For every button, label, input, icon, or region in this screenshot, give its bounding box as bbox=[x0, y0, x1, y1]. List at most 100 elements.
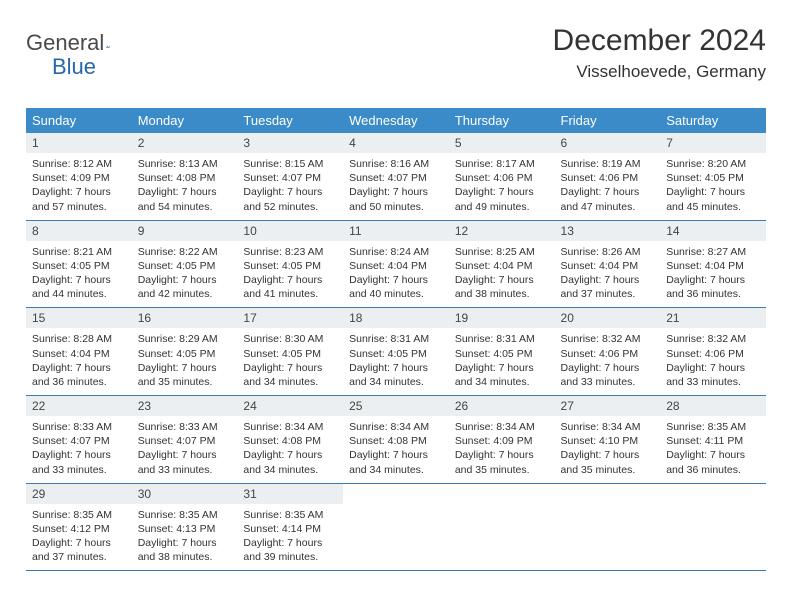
calendar-cell: 29Sunrise: 8:35 AMSunset: 4:12 PMDayligh… bbox=[26, 483, 132, 571]
daylight-text: Daylight: 7 hours and 49 minutes. bbox=[455, 185, 549, 213]
sunrise-text: Sunrise: 8:24 AM bbox=[349, 245, 443, 259]
daylight-text: Daylight: 7 hours and 35 minutes. bbox=[138, 361, 232, 389]
sunset-text: Sunset: 4:08 PM bbox=[243, 434, 337, 448]
sunset-text: Sunset: 4:07 PM bbox=[138, 434, 232, 448]
day-number: 13 bbox=[555, 221, 661, 241]
daylight-text: Daylight: 7 hours and 34 minutes. bbox=[349, 361, 443, 389]
calendar-cell: 31Sunrise: 8:35 AMSunset: 4:14 PMDayligh… bbox=[237, 483, 343, 571]
daylight-text: Daylight: 7 hours and 40 minutes. bbox=[349, 273, 443, 301]
sunrise-text: Sunrise: 8:23 AM bbox=[243, 245, 337, 259]
day-number: 12 bbox=[449, 221, 555, 241]
sunrise-text: Sunrise: 8:16 AM bbox=[349, 157, 443, 171]
calendar-table: Sunday Monday Tuesday Wednesday Thursday… bbox=[26, 108, 766, 571]
day-details: Sunrise: 8:35 AMSunset: 4:14 PMDaylight:… bbox=[237, 504, 343, 571]
sunset-text: Sunset: 4:05 PM bbox=[243, 347, 337, 361]
daylight-text: Daylight: 7 hours and 36 minutes. bbox=[666, 273, 760, 301]
title-block: December 2024 Visselhoevede, Germany bbox=[553, 24, 766, 82]
sunrise-text: Sunrise: 8:34 AM bbox=[455, 420, 549, 434]
day-details: Sunrise: 8:33 AMSunset: 4:07 PMDaylight:… bbox=[132, 416, 238, 483]
sunrise-text: Sunrise: 8:34 AM bbox=[243, 420, 337, 434]
sunrise-text: Sunrise: 8:25 AM bbox=[455, 245, 549, 259]
calendar-cell: 28Sunrise: 8:35 AMSunset: 4:11 PMDayligh… bbox=[660, 396, 766, 484]
sunrise-text: Sunrise: 8:19 AM bbox=[561, 157, 655, 171]
daylight-text: Daylight: 7 hours and 33 minutes. bbox=[561, 361, 655, 389]
day-number: 31 bbox=[237, 484, 343, 504]
day-number: 22 bbox=[26, 396, 132, 416]
sunset-text: Sunset: 4:04 PM bbox=[32, 347, 126, 361]
sunset-text: Sunset: 4:06 PM bbox=[561, 347, 655, 361]
sunrise-text: Sunrise: 8:30 AM bbox=[243, 332, 337, 346]
day-number: 17 bbox=[237, 308, 343, 328]
daylight-text: Daylight: 7 hours and 37 minutes. bbox=[561, 273, 655, 301]
day-details: Sunrise: 8:29 AMSunset: 4:05 PMDaylight:… bbox=[132, 328, 238, 395]
sunset-text: Sunset: 4:08 PM bbox=[138, 171, 232, 185]
sunset-text: Sunset: 4:04 PM bbox=[349, 259, 443, 273]
calendar-cell: 10Sunrise: 8:23 AMSunset: 4:05 PMDayligh… bbox=[237, 220, 343, 308]
day-number: 27 bbox=[555, 396, 661, 416]
day-number: 29 bbox=[26, 484, 132, 504]
calendar-cell: 5Sunrise: 8:17 AMSunset: 4:06 PMDaylight… bbox=[449, 133, 555, 220]
weekday-header: Tuesday bbox=[237, 108, 343, 133]
sunset-text: Sunset: 4:05 PM bbox=[32, 259, 126, 273]
day-details: Sunrise: 8:27 AMSunset: 4:04 PMDaylight:… bbox=[660, 241, 766, 308]
sunrise-text: Sunrise: 8:31 AM bbox=[455, 332, 549, 346]
calendar-cell: 3Sunrise: 8:15 AMSunset: 4:07 PMDaylight… bbox=[237, 133, 343, 220]
daylight-text: Daylight: 7 hours and 35 minutes. bbox=[455, 448, 549, 476]
sunrise-text: Sunrise: 8:35 AM bbox=[243, 508, 337, 522]
sunset-text: Sunset: 4:05 PM bbox=[666, 171, 760, 185]
calendar-cell bbox=[343, 483, 449, 571]
day-details: Sunrise: 8:34 AMSunset: 4:08 PMDaylight:… bbox=[237, 416, 343, 483]
day-details: Sunrise: 8:22 AMSunset: 4:05 PMDaylight:… bbox=[132, 241, 238, 308]
day-number: 20 bbox=[555, 308, 661, 328]
sunset-text: Sunset: 4:12 PM bbox=[32, 522, 126, 536]
day-details: Sunrise: 8:15 AMSunset: 4:07 PMDaylight:… bbox=[237, 153, 343, 220]
sunrise-text: Sunrise: 8:33 AM bbox=[138, 420, 232, 434]
brand-text-general: General bbox=[26, 30, 104, 56]
weekday-header: Monday bbox=[132, 108, 238, 133]
day-number: 8 bbox=[26, 221, 132, 241]
sunset-text: Sunset: 4:11 PM bbox=[666, 434, 760, 448]
daylight-text: Daylight: 7 hours and 34 minutes. bbox=[243, 448, 337, 476]
weekday-header-row: Sunday Monday Tuesday Wednesday Thursday… bbox=[26, 108, 766, 133]
day-details: Sunrise: 8:24 AMSunset: 4:04 PMDaylight:… bbox=[343, 241, 449, 308]
calendar-cell: 23Sunrise: 8:33 AMSunset: 4:07 PMDayligh… bbox=[132, 396, 238, 484]
day-details: Sunrise: 8:35 AMSunset: 4:11 PMDaylight:… bbox=[660, 416, 766, 483]
day-details: Sunrise: 8:30 AMSunset: 4:05 PMDaylight:… bbox=[237, 328, 343, 395]
sunrise-text: Sunrise: 8:31 AM bbox=[349, 332, 443, 346]
day-number: 5 bbox=[449, 133, 555, 153]
sunrise-text: Sunrise: 8:33 AM bbox=[32, 420, 126, 434]
day-number: 25 bbox=[343, 396, 449, 416]
daylight-text: Daylight: 7 hours and 36 minutes. bbox=[32, 361, 126, 389]
day-number: 30 bbox=[132, 484, 238, 504]
sunrise-text: Sunrise: 8:32 AM bbox=[666, 332, 760, 346]
sunrise-text: Sunrise: 8:35 AM bbox=[666, 420, 760, 434]
calendar-cell: 8Sunrise: 8:21 AMSunset: 4:05 PMDaylight… bbox=[26, 220, 132, 308]
day-details: Sunrise: 8:19 AMSunset: 4:06 PMDaylight:… bbox=[555, 153, 661, 220]
day-number: 19 bbox=[449, 308, 555, 328]
sunset-text: Sunset: 4:09 PM bbox=[455, 434, 549, 448]
sunset-text: Sunset: 4:05 PM bbox=[349, 347, 443, 361]
sunrise-text: Sunrise: 8:12 AM bbox=[32, 157, 126, 171]
calendar-cell: 24Sunrise: 8:34 AMSunset: 4:08 PMDayligh… bbox=[237, 396, 343, 484]
daylight-text: Daylight: 7 hours and 36 minutes. bbox=[666, 448, 760, 476]
day-details: Sunrise: 8:17 AMSunset: 4:06 PMDaylight:… bbox=[449, 153, 555, 220]
day-details: Sunrise: 8:31 AMSunset: 4:05 PMDaylight:… bbox=[449, 328, 555, 395]
calendar-row: 8Sunrise: 8:21 AMSunset: 4:05 PMDaylight… bbox=[26, 220, 766, 308]
sunrise-text: Sunrise: 8:35 AM bbox=[32, 508, 126, 522]
sunrise-text: Sunrise: 8:15 AM bbox=[243, 157, 337, 171]
calendar-cell: 15Sunrise: 8:28 AMSunset: 4:04 PMDayligh… bbox=[26, 308, 132, 396]
sunset-text: Sunset: 4:07 PM bbox=[349, 171, 443, 185]
sunset-text: Sunset: 4:04 PM bbox=[561, 259, 655, 273]
calendar-cell: 26Sunrise: 8:34 AMSunset: 4:09 PMDayligh… bbox=[449, 396, 555, 484]
daylight-text: Daylight: 7 hours and 33 minutes. bbox=[32, 448, 126, 476]
month-title: December 2024 bbox=[553, 24, 766, 58]
day-details: Sunrise: 8:33 AMSunset: 4:07 PMDaylight:… bbox=[26, 416, 132, 483]
calendar-cell: 9Sunrise: 8:22 AMSunset: 4:05 PMDaylight… bbox=[132, 220, 238, 308]
calendar-cell: 21Sunrise: 8:32 AMSunset: 4:06 PMDayligh… bbox=[660, 308, 766, 396]
day-details: Sunrise: 8:31 AMSunset: 4:05 PMDaylight:… bbox=[343, 328, 449, 395]
day-details: Sunrise: 8:35 AMSunset: 4:13 PMDaylight:… bbox=[132, 504, 238, 571]
day-details: Sunrise: 8:23 AMSunset: 4:05 PMDaylight:… bbox=[237, 241, 343, 308]
calendar-row: 15Sunrise: 8:28 AMSunset: 4:04 PMDayligh… bbox=[26, 308, 766, 396]
sunset-text: Sunset: 4:09 PM bbox=[32, 171, 126, 185]
calendar-cell: 2Sunrise: 8:13 AMSunset: 4:08 PMDaylight… bbox=[132, 133, 238, 220]
